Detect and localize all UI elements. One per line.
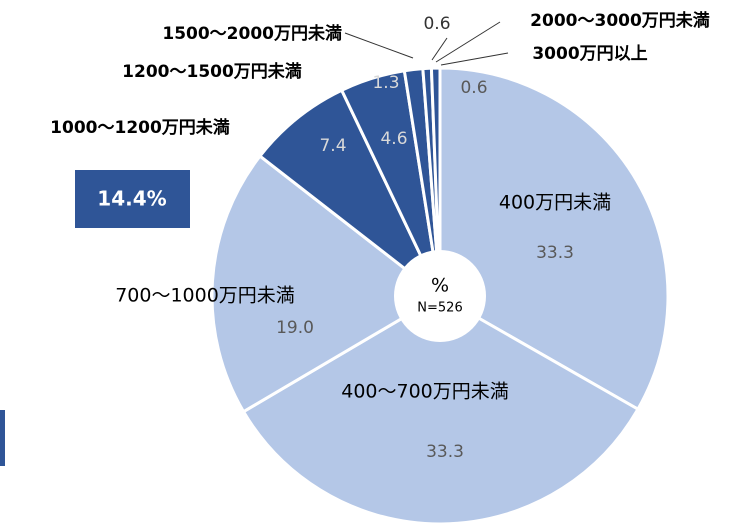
value-label: 33.3: [426, 442, 464, 462]
center-label: %: [431, 275, 449, 297]
value-label: 0.6: [460, 78, 487, 98]
slice: [429, 66, 442, 297]
leader-line: [344, 32, 414, 59]
category-label: 1200～1500万円未満: [122, 61, 302, 82]
n-label: N=526: [417, 301, 462, 316]
category-label: 400～700万円未満: [341, 381, 509, 403]
value-label: 19.0: [276, 318, 314, 338]
slice: [438, 66, 670, 412]
value-label: 33.3: [536, 243, 574, 263]
annotation-box: [75, 170, 190, 228]
category-label: 2000～3000万円未満: [530, 10, 710, 31]
leader-line: [435, 21, 501, 63]
leader-line: [440, 52, 509, 66]
slice: [257, 88, 442, 298]
category-label: 1500～2000万円未満: [162, 23, 342, 44]
donut-hole: [394, 250, 486, 342]
value-label: 0.6: [423, 14, 450, 34]
value-label: 1.3: [372, 73, 399, 93]
value-label: 4.6: [380, 129, 407, 149]
category-label: 700～1000万円未満: [115, 285, 295, 307]
leader-line: [431, 37, 448, 61]
category-label: 3000万円以上: [532, 44, 647, 64]
slice: [210, 153, 443, 414]
edge-box: [0, 410, 5, 466]
value-label: 7.4: [319, 136, 346, 156]
annotation: 14.4%: [97, 187, 166, 211]
category-label: 1000～1200万円未満: [50, 117, 230, 138]
category-label: 400万円未満: [499, 192, 611, 214]
